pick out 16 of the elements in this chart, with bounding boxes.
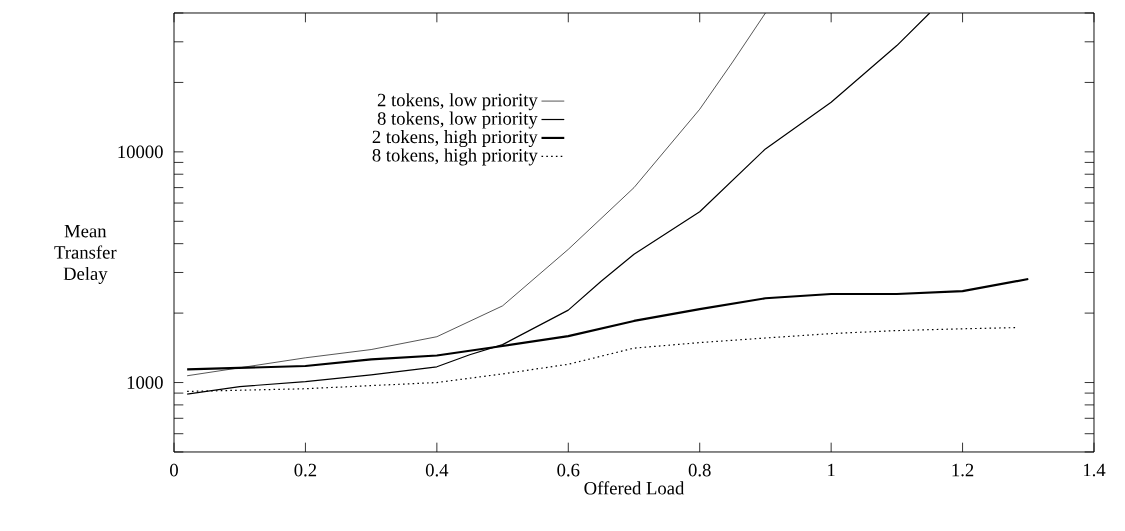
legend-label: 2 tokens, high priority (372, 130, 538, 148)
legend-label: 8 tokens, high priority (372, 148, 538, 166)
y-tick-label: 10000 (118, 145, 163, 159)
x-axis-title: Offered Load (584, 481, 685, 495)
x-tick-label: 0.2 (294, 463, 317, 477)
y-axis-title: Mean Transfer Delay (54, 224, 117, 284)
legend-label: 8 tokens, low priority (377, 111, 538, 129)
y-tick-label: 1000 (127, 376, 163, 389)
x-tick-label: 1.2 (952, 463, 974, 477)
x-tick-label: 1 (828, 463, 835, 477)
legend-label: 2 tokens, low priority (377, 93, 538, 111)
x-tick-label: 1.4 (1083, 463, 1106, 477)
x-tick-label: 0.4 (425, 463, 449, 477)
x-tick-label: 0 (170, 463, 178, 477)
x-tick-label: 0.8 (688, 463, 711, 477)
x-tick-label: 0.6 (557, 463, 580, 477)
